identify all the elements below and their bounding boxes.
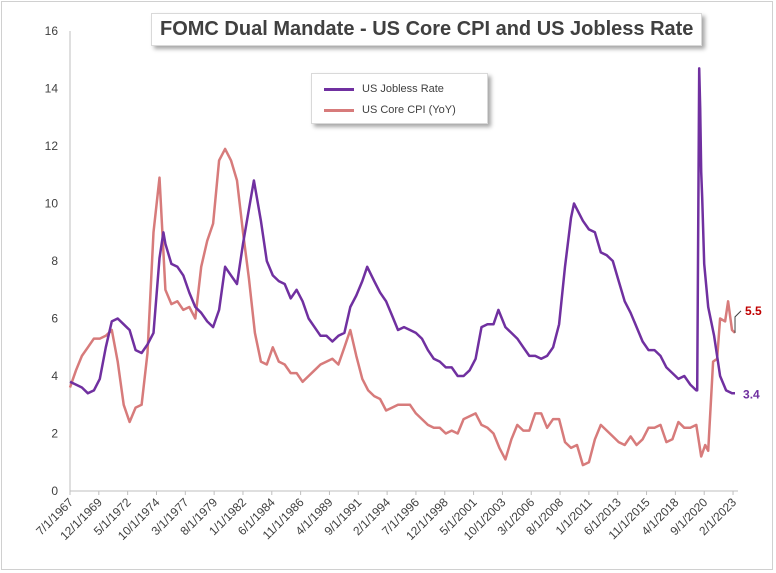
end-label-jobless: 3.4 — [743, 387, 760, 401]
chart-lines — [68, 67, 736, 467]
legend-item-jobless: US Jobless Rate — [324, 82, 444, 96]
chart-legend: US Jobless Rate US Core CPI (YoY) — [311, 73, 488, 124]
legend-label-cpi: US Core CPI (YoY) — [362, 104, 456, 116]
legend-label-jobless: US Jobless Rate — [362, 83, 444, 95]
y-tick-label: 8 — [51, 254, 58, 268]
y-tick-label: 10 — [45, 197, 59, 211]
end-label-cpi: 5.5 — [745, 304, 762, 318]
y-tick-label: 2 — [51, 427, 58, 441]
legend-swatch-jobless — [324, 87, 354, 91]
legend-swatch-cpi — [324, 108, 354, 112]
y-tick-label: 6 — [51, 312, 58, 326]
y-tick-label: 16 — [45, 24, 59, 38]
series-line-jobless — [69, 67, 735, 395]
y-tick-label: 14 — [45, 82, 59, 96]
end-label-connector — [734, 310, 742, 333]
chart-title: FOMC Dual Mandate - US Core CPI and US J… — [160, 18, 694, 40]
y-tick-label: 4 — [51, 369, 58, 383]
y-tick-label: 0 — [51, 484, 58, 498]
chart-title-box: FOMC Dual Mandate - US Core CPI and US J… — [151, 13, 703, 46]
legend-item-cpi: US Core CPI (YoY) — [324, 103, 456, 117]
chart-end-labels: 3.4 5.5 — [734, 304, 762, 401]
y-tick-label: 12 — [45, 139, 59, 153]
series-line-cpi — [68, 147, 736, 467]
